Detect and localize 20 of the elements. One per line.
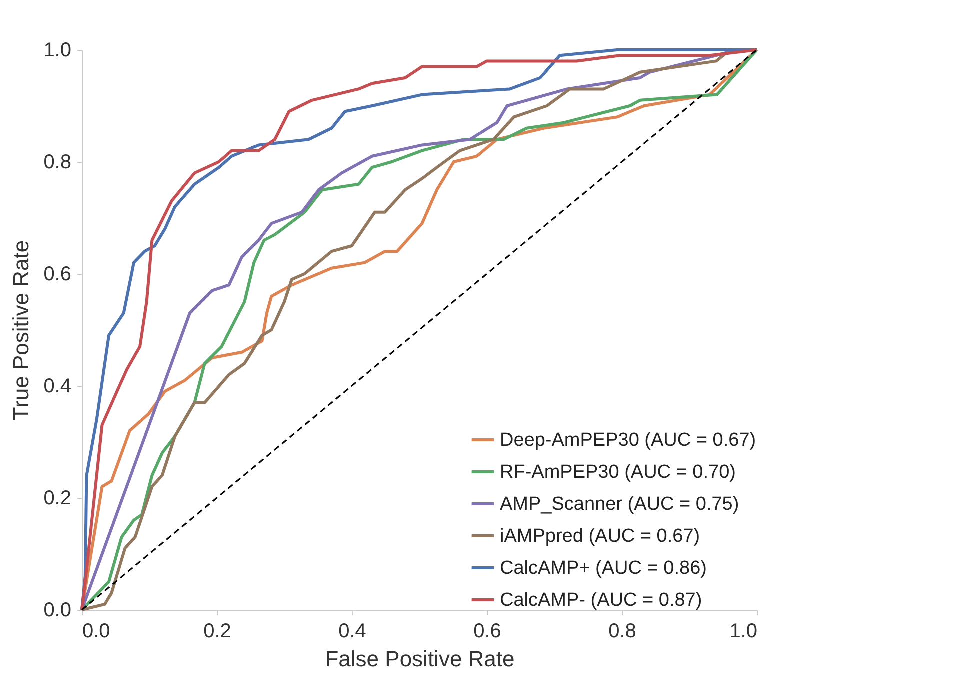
y-tick-label: 0.6: [44, 264, 72, 286]
x-tick-label: 1.0: [730, 620, 758, 642]
y-tick-label: 0.8: [44, 152, 72, 174]
y-tick-label: 1.0: [44, 40, 72, 62]
x-tick-label: 0.6: [474, 620, 502, 642]
x-tick-label: 0.8: [608, 620, 636, 642]
y-tick-label: 0.4: [44, 376, 72, 398]
legend-label: AMP_Scanner (AUC = 0.75): [500, 494, 740, 515]
legend-label: RF-AmPEP30 (AUC = 0.70): [500, 462, 736, 483]
legend-label: CalcAMP- (AUC = 0.87): [500, 590, 702, 611]
x-axis-title: False Positive Rate: [325, 646, 515, 672]
y-tick-label: 0.2: [44, 488, 72, 510]
y-tick-label: 0.0: [44, 600, 72, 622]
legend-label: Deep-AmPEP30 (AUC = 0.67): [500, 430, 756, 451]
x-tick-label: 0.4: [338, 620, 366, 642]
y-axis-title: True Positive Rate: [8, 240, 34, 421]
x-tick-label: 0.0: [82, 620, 110, 642]
legend-label: iAMPpred (AUC = 0.67): [500, 526, 700, 547]
legend-label: CalcAMP+ (AUC = 0.86): [500, 558, 707, 579]
x-tick-label: 0.2: [204, 620, 232, 642]
